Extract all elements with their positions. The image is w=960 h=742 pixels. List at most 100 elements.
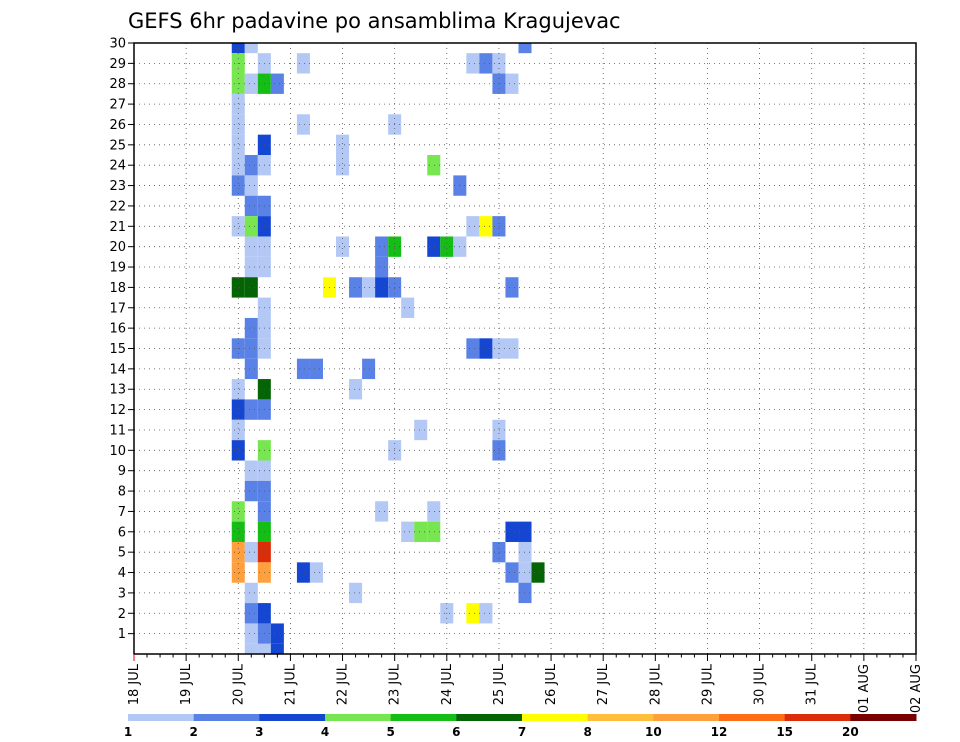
y-tick-label: 25: [109, 138, 126, 153]
heatmap-cell: [244, 277, 258, 298]
x-tick-label: 19 JUL: [179, 663, 194, 705]
y-tick-label: 4: [118, 566, 126, 581]
heatmap-cell: [492, 440, 506, 461]
heatmap-cell: [414, 521, 428, 542]
y-tick-label: 5: [118, 546, 126, 561]
heatmap-cell: [244, 643, 258, 654]
colorbar-tick-label: 20: [842, 725, 859, 739]
y-tick-label: 17: [109, 301, 126, 316]
heatmap-cell: [336, 155, 350, 176]
heatmap-cell: [296, 358, 310, 380]
y-axis: 1234567891011121314151617181920212223242…: [109, 37, 134, 642]
heatmap-cell: [309, 358, 323, 380]
y-tick-label: 29: [109, 57, 126, 72]
colorbar-tick-label: 8: [583, 725, 591, 739]
heatmap-cell: [231, 419, 245, 441]
y-tick-label: 26: [109, 118, 126, 133]
heatmap-cell: [414, 419, 428, 441]
heatmap-cell: [244, 460, 258, 481]
colorbar-tick-label: 12: [711, 725, 728, 739]
heatmap-cell: [349, 582, 363, 604]
y-tick-label: 3: [118, 586, 126, 601]
heatmap-cell: [375, 256, 389, 278]
x-tick-label: 22 JUL: [336, 663, 351, 705]
heatmap-cell: [270, 643, 284, 654]
x-tick-label: 27 JUL: [596, 663, 611, 705]
heatmap-cell: [244, 256, 258, 278]
heatmap-cell: [375, 236, 389, 257]
heatmap-cell: [518, 43, 532, 54]
heatmap-cell: [231, 541, 245, 563]
colorbar-tick-label: 7: [518, 725, 526, 739]
x-tick-label: 23 JUL: [388, 663, 403, 705]
heatmap-cell: [231, 562, 245, 583]
heatmap-cell: [505, 338, 519, 359]
heatmap-cell: [492, 541, 506, 563]
heatmap-cell: [466, 338, 480, 359]
x-tick-label: 01 AUG: [857, 664, 872, 713]
heatmap-cell: [244, 358, 258, 380]
colorbar-swatch: [259, 714, 326, 721]
heatmap-cell: [244, 73, 258, 94]
heatmap-cell: [231, 399, 245, 420]
heatmap-cell: [231, 379, 245, 400]
colorbar-tick-label: 3: [255, 725, 263, 739]
colorbar-tick-label: 2: [189, 725, 197, 739]
colorbar-tick-label: 5: [386, 725, 394, 739]
heatmap-cell: [479, 216, 493, 237]
colorbar-legend: 1 2 3 4 5 6 7 8 10 12 15 20: [124, 714, 917, 739]
colorbar-tick-label: 15: [776, 725, 793, 739]
y-tick-label: 1: [118, 627, 126, 642]
colorbar-swatch: [522, 714, 589, 721]
heatmap-cell: [244, 195, 258, 217]
y-tick-label: 19: [109, 261, 126, 276]
heatmap-cell: [244, 216, 258, 237]
heatmap-cell: [492, 419, 506, 441]
heatmap-cell: [362, 277, 376, 298]
x-tick-label: 18 JUL: [127, 663, 142, 705]
heatmap-cell: [375, 277, 389, 298]
colorbar-swatch: [653, 714, 720, 721]
heatmap-cell: [244, 480, 258, 502]
colorbar-tick-label: 10: [645, 725, 662, 739]
heatmap-cell: [466, 53, 480, 74]
heatmap-cell: [296, 53, 310, 74]
heatmap-cell: [244, 236, 258, 257]
y-tick-label: 13: [109, 383, 126, 398]
heatmap-cell: [479, 603, 493, 624]
heatmap-cell: [270, 73, 284, 94]
heatmap-cell: [427, 521, 441, 542]
x-axis: 18 JUL 19 JUL 20 JUL 21 JUL 22 JUL 23 JUL 24 J…: [127, 654, 924, 713]
heatmap-cell: [244, 582, 258, 604]
colorbar-swatch: [390, 714, 457, 721]
heatmap-cell: [479, 338, 493, 359]
colorbar-swatch: [587, 714, 654, 721]
x-tick-label: 29 JUL: [700, 663, 715, 705]
heatmap-cell: [336, 134, 350, 156]
y-tick-label: 8: [118, 485, 126, 500]
heatmap-cell: [231, 93, 245, 115]
heatmap-cell: [296, 562, 310, 583]
heatmap-cell: [336, 236, 350, 257]
y-tick-label: 18: [109, 281, 126, 296]
heatmap-cell: [244, 541, 258, 563]
y-tick-label: 7: [118, 505, 126, 520]
heatmap-cell: [231, 155, 245, 176]
heatmap-cell: [231, 440, 245, 461]
y-tick-label: 14: [109, 362, 126, 377]
y-tick-label: 28: [109, 77, 126, 92]
heatmap-cell: [244, 399, 258, 420]
heatmap-cell: [505, 277, 519, 298]
y-tick-label: 27: [109, 98, 126, 113]
heatmap-cell: [401, 521, 415, 542]
heatmap-cell: [231, 175, 245, 196]
colorbar-swatch: [784, 714, 851, 721]
colorbar-tick-label: 4: [321, 725, 329, 739]
chart-title: GEFS 6hr padavine po ansamblima Kragujev…: [128, 9, 621, 33]
colorbar-swatch: [456, 714, 523, 721]
heatmap-cell: [244, 155, 258, 176]
heatmap-cell: [401, 297, 415, 318]
heatmap-cell: [349, 277, 363, 298]
x-tick-label: 25 JUL: [492, 663, 507, 705]
y-tick-label: 24: [109, 159, 126, 174]
